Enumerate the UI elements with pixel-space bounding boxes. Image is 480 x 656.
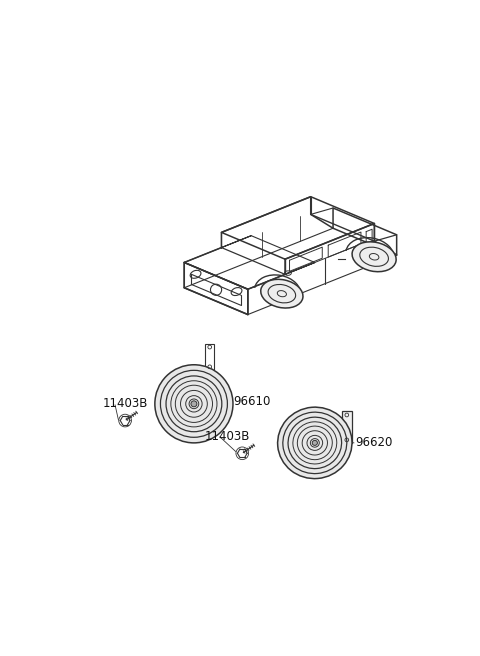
Ellipse shape (261, 279, 303, 308)
Ellipse shape (352, 242, 396, 272)
Ellipse shape (277, 407, 352, 479)
FancyBboxPatch shape (342, 411, 352, 443)
Circle shape (155, 365, 233, 443)
Text: 96610: 96610 (233, 396, 270, 409)
Circle shape (191, 401, 197, 407)
Ellipse shape (312, 440, 317, 445)
Text: 11403B: 11403B (103, 398, 148, 410)
Text: 11403B: 11403B (205, 430, 251, 443)
Text: 96620: 96620 (355, 436, 392, 449)
